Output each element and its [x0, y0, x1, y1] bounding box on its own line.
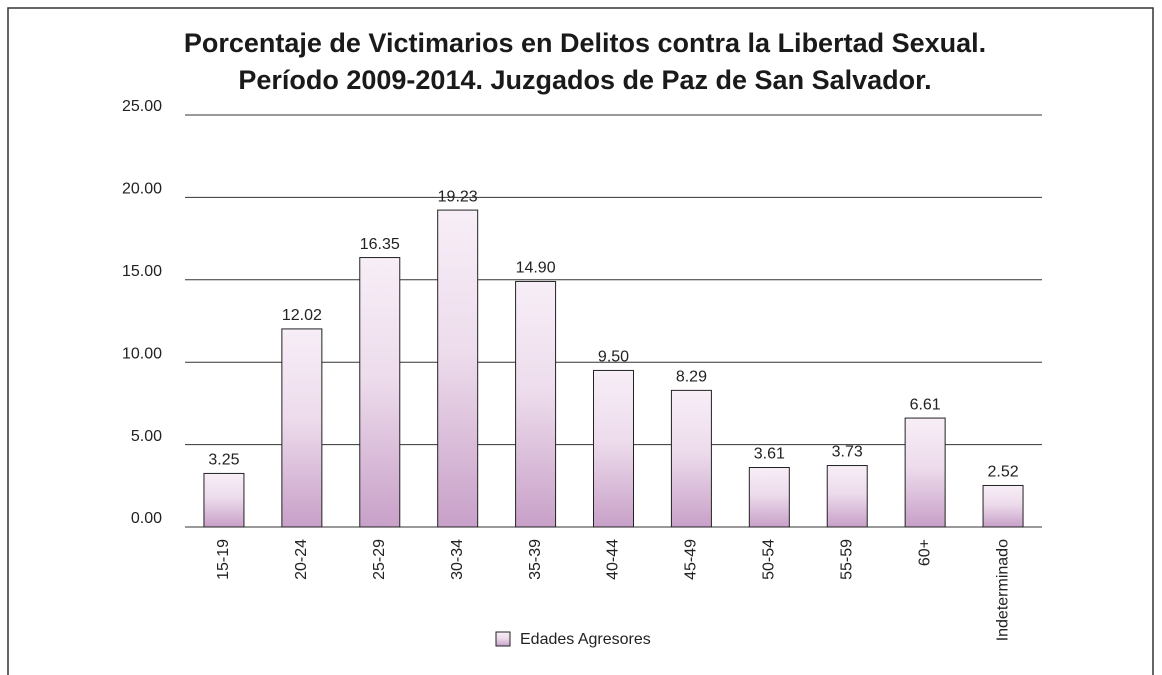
x-tick-label: 60+: [916, 539, 933, 566]
legend-label: Edades Agresores: [520, 631, 651, 648]
x-tick-label: 30-34: [449, 539, 466, 580]
data-label: 19.23: [438, 188, 478, 205]
data-label: 6.61: [910, 396, 941, 413]
data-label: 8.29: [676, 369, 707, 386]
x-tick-label: 50-54: [761, 539, 778, 580]
data-label: 3.25: [208, 452, 239, 469]
bar: [748, 467, 790, 528]
bar: [670, 389, 712, 528]
x-tick-label: 15-19: [215, 539, 232, 580]
bar: [826, 465, 868, 528]
y-tick-label: 5.00: [131, 428, 162, 445]
legend-swatch: [495, 631, 511, 647]
data-label: 14.90: [516, 260, 556, 277]
x-tick-label: 40-44: [605, 539, 622, 580]
y-tick-label: 15.00: [122, 263, 162, 280]
data-label: 16.35: [360, 236, 400, 253]
data-label: 2.52: [987, 464, 1018, 481]
bar: [437, 209, 479, 528]
y-tick-label: 20.00: [122, 181, 162, 198]
chart-title: Período 2009-2014. Juzgados de Paz de Sa…: [238, 65, 931, 95]
bar: [203, 472, 245, 528]
x-tick-label: 20-24: [293, 539, 310, 580]
bar: [904, 417, 946, 528]
x-tick-label: 55-59: [838, 539, 855, 580]
x-tick-label: Indeterminado: [994, 539, 1011, 641]
frame: [7, 7, 1154, 675]
data-label: 9.50: [598, 349, 629, 366]
bar: [359, 257, 401, 528]
bar: [281, 328, 323, 528]
bar: [515, 280, 557, 528]
data-label: 3.61: [754, 446, 785, 463]
bar: [982, 484, 1024, 528]
y-tick-label: 0.00: [131, 510, 162, 527]
y-tick-label: 10.00: [122, 345, 162, 362]
bar: [593, 369, 634, 528]
chart-title: Porcentaje de Victimarios en Delitos con…: [184, 28, 986, 58]
x-tick-label: 25-29: [371, 539, 388, 580]
x-tick-label: 45-49: [683, 539, 700, 580]
x-tick-label: 35-39: [527, 539, 544, 580]
data-label: 3.73: [832, 444, 863, 461]
data-label: 12.02: [282, 307, 322, 324]
y-tick-label: 25.00: [122, 98, 162, 115]
